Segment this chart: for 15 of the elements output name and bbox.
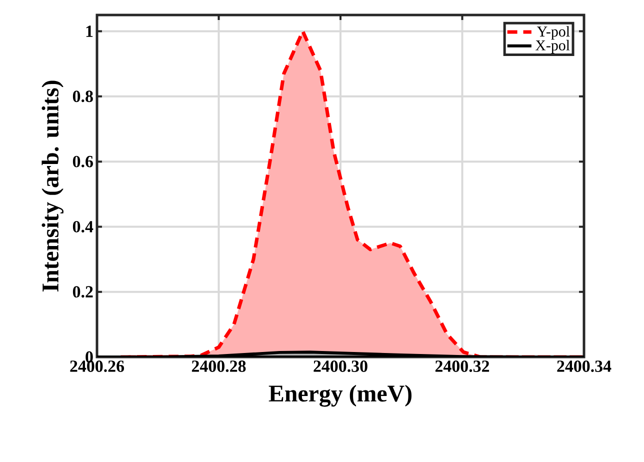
- y-tick-label: 0.4: [72, 220, 94, 232]
- y-axis-title: Intensity (arb. units): [42, 80, 64, 292]
- legend-label: Y-pol: [536, 26, 570, 40]
- x-axis-title: Energy (meV): [268, 384, 412, 407]
- x-tick-label: 2400.28: [192, 360, 246, 372]
- x-tick-label: 2400.34: [557, 360, 612, 372]
- y-tick-label: 1: [86, 26, 93, 37]
- legend-label: X-pol: [535, 40, 570, 54]
- y-tick-label: 0.2: [72, 286, 93, 298]
- y-tick-label: 0: [86, 351, 93, 363]
- y-tick-label: 0.8: [72, 90, 93, 102]
- x-tick-label: 2400.32: [435, 360, 490, 372]
- x-tick-label: 2400.30: [314, 360, 368, 372]
- y-tick-label: 0.6: [72, 156, 93, 168]
- x-tick-label: 2400.26: [70, 360, 124, 372]
